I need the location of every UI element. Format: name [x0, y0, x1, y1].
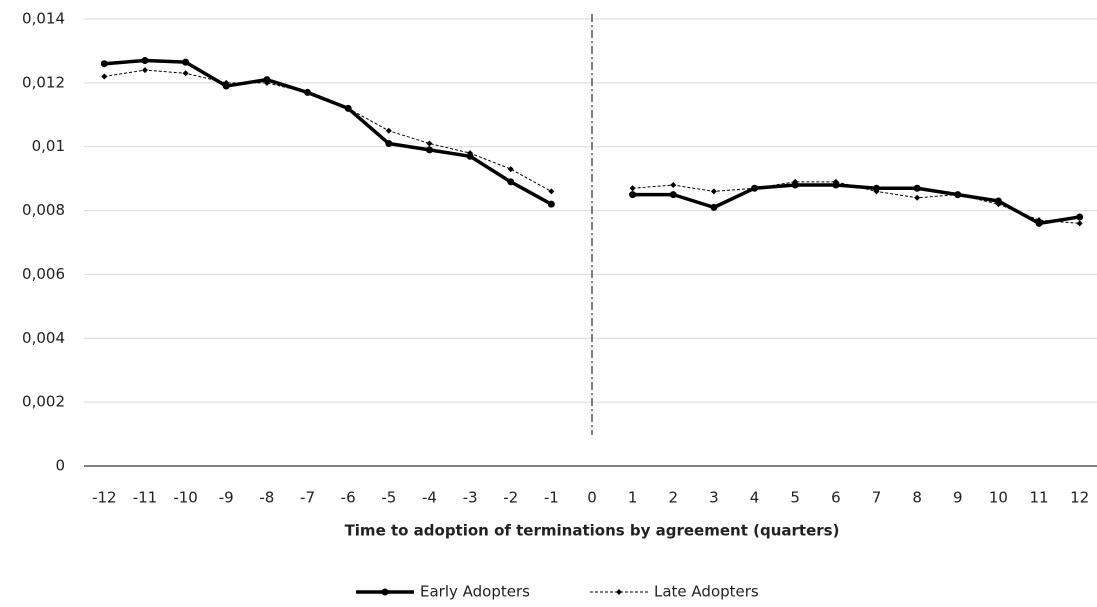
x-tick-label: 3 [709, 489, 719, 507]
point [1076, 220, 1083, 227]
legend-label: Early Adopters [420, 583, 530, 601]
point [467, 150, 474, 157]
point [995, 201, 1002, 208]
point [751, 185, 758, 192]
point [385, 140, 393, 148]
point [954, 191, 961, 198]
point [507, 166, 514, 173]
y-tick-label: 0,01 [32, 137, 65, 155]
point [182, 70, 189, 77]
x-tick-label: -6 [341, 489, 356, 507]
y-tick-label: 0,012 [22, 73, 65, 91]
x-tick-label: -11 [133, 489, 158, 507]
point [791, 181, 799, 189]
x-tick-label: -5 [381, 489, 396, 507]
point [182, 58, 190, 66]
point [100, 60, 108, 68]
point [710, 188, 717, 195]
point [426, 140, 433, 147]
point [1035, 219, 1043, 227]
point [222, 82, 230, 90]
x-tick-label: 1 [628, 489, 638, 507]
y-tick-label: 0,008 [22, 201, 65, 219]
point [792, 178, 799, 185]
x-tick-label: 2 [669, 489, 679, 507]
y-tick-label: 0,006 [22, 265, 65, 283]
point [385, 127, 392, 134]
point [994, 197, 1002, 205]
legend-marker [616, 589, 622, 595]
y-tick-label: 0,002 [22, 393, 65, 411]
x-tick-label: -1 [544, 489, 559, 507]
point [101, 73, 108, 80]
x-tick-label: -8 [259, 489, 274, 507]
point [345, 105, 352, 112]
point [141, 57, 149, 65]
point [223, 79, 230, 86]
x-tick-label: 9 [953, 489, 963, 507]
x-tick-label: 6 [831, 489, 841, 507]
point [547, 200, 555, 208]
x-tick-label: -3 [463, 489, 478, 507]
legend-label: Late Adopters [654, 583, 759, 601]
point [304, 89, 311, 96]
point [873, 188, 880, 195]
x-tick-label: -7 [300, 489, 315, 507]
y-tick-label: 0,014 [22, 10, 65, 28]
x-axis-label: Time to adoption of terminations by agre… [345, 522, 840, 540]
x-tick-label: -4 [422, 489, 437, 507]
point [425, 146, 433, 154]
point [832, 181, 840, 189]
point [1076, 213, 1084, 221]
x-tick-label: 8 [912, 489, 922, 507]
y-tick-label: 0,004 [22, 329, 65, 347]
point [832, 178, 839, 185]
point [629, 191, 637, 199]
point [670, 182, 677, 189]
point [913, 184, 921, 192]
point [710, 203, 718, 211]
point [629, 185, 636, 192]
x-tick-label: -12 [92, 489, 117, 507]
point [914, 194, 921, 201]
point [548, 188, 555, 195]
point [872, 184, 880, 192]
legend-marker [381, 588, 389, 596]
point [507, 178, 515, 186]
point [141, 67, 148, 74]
x-tick-label: -9 [219, 489, 234, 507]
point [466, 152, 474, 160]
x-tick-label: 11 [1029, 489, 1048, 507]
point [669, 191, 677, 199]
x-tick-label: 10 [989, 489, 1008, 507]
y-tick-label: 0 [55, 457, 65, 475]
x-tick-label: 4 [750, 489, 760, 507]
point [263, 79, 270, 86]
x-tick-label: -10 [173, 489, 198, 507]
point [1036, 217, 1043, 224]
x-tick-label: 0 [587, 489, 597, 507]
series-line [104, 69, 1080, 224]
x-tick-label: -2 [503, 489, 518, 507]
x-tick-label: 7 [872, 489, 882, 507]
x-tick-label: 5 [790, 489, 800, 507]
point [263, 76, 271, 84]
x-tick-label: 12 [1070, 489, 1089, 507]
